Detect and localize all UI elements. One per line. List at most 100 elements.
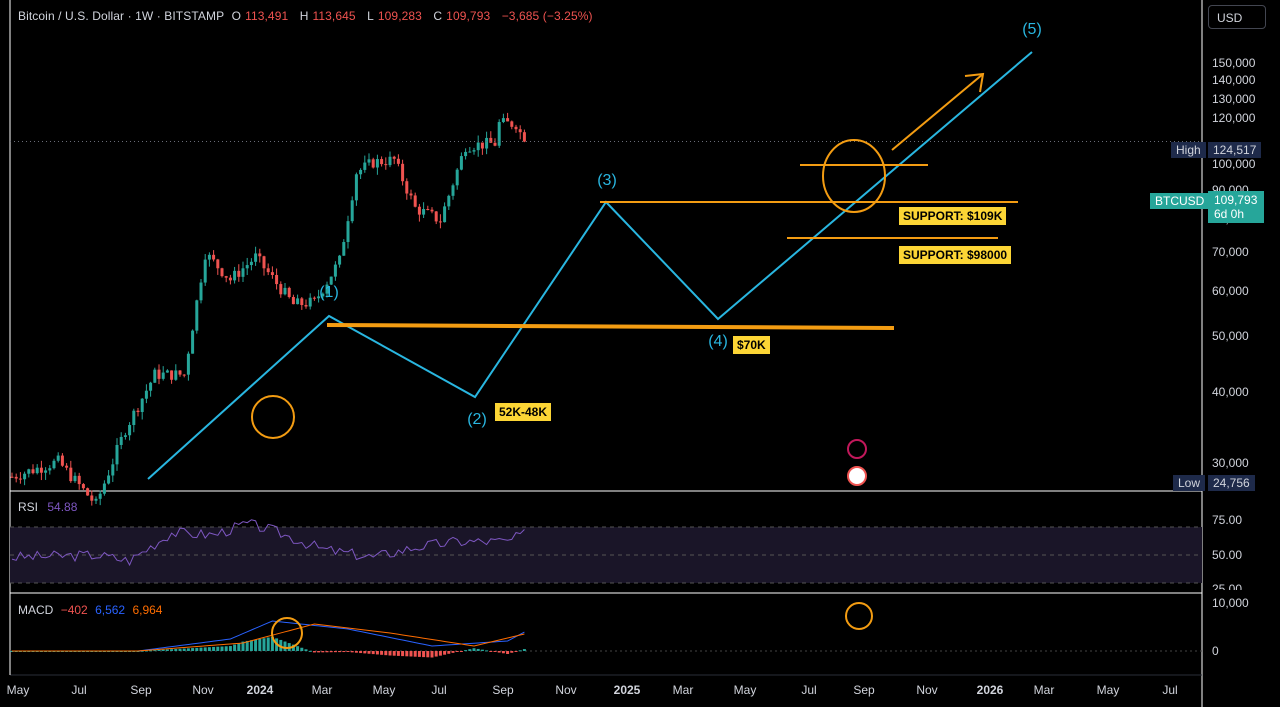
macd-histogram-bar <box>443 651 447 655</box>
macd-signal-line <box>12 623 525 652</box>
candle-body <box>27 469 31 474</box>
candle-body <box>14 476 18 479</box>
macd-histogram-bar <box>363 651 367 654</box>
candle-body <box>384 164 388 166</box>
macd-value: 6,562 <box>95 603 126 617</box>
macd-histogram-bar <box>434 651 438 657</box>
price-tick: 120,000 <box>1212 111 1256 126</box>
candle-body <box>283 287 287 295</box>
macd-histogram-bar <box>501 651 505 654</box>
candle-body <box>413 195 417 207</box>
wave-4-label: (4) <box>708 333 728 350</box>
candle-body <box>329 276 333 285</box>
candle-body <box>417 206 421 215</box>
candle-body <box>371 159 375 168</box>
macd-histogram-bar <box>178 648 182 651</box>
candle-body <box>73 475 77 482</box>
macd-legend: MACD −402 6,562 6,964 <box>18 603 162 617</box>
macd-histogram-bar <box>350 651 354 653</box>
candle-body <box>132 410 136 426</box>
macd-histogram-bar <box>522 649 526 651</box>
macd-histogram-bar <box>220 646 224 651</box>
candle-body <box>107 475 111 484</box>
candle-body <box>338 255 342 265</box>
candle-body <box>123 435 127 437</box>
macd-histogram-bar <box>346 651 350 652</box>
rsi-legend: RSI 54.88 <box>18 500 77 514</box>
candle-body <box>506 118 510 122</box>
candle-body <box>291 297 295 305</box>
macd-histogram-bar <box>140 650 144 652</box>
macd-histogram-bar <box>283 641 287 651</box>
macd-histogram-bar <box>308 650 312 652</box>
candle-body <box>401 163 405 182</box>
candle-body <box>136 410 140 413</box>
projection-arrow-shaft <box>891 73 984 151</box>
candle-body <box>195 300 199 331</box>
candle-body <box>203 259 207 283</box>
candle-body <box>380 159 384 165</box>
candle-body <box>254 253 258 262</box>
candle-body <box>90 495 94 501</box>
rsi-label: RSI <box>18 500 39 514</box>
candle-body <box>144 390 148 399</box>
support-line-70k <box>326 323 895 330</box>
candle-body <box>241 268 245 277</box>
macd-histogram-bar <box>354 651 358 653</box>
currency-button[interactable]: USD <box>1208 5 1266 29</box>
candle-body <box>216 259 220 269</box>
candle-body <box>161 372 165 379</box>
candle-body <box>480 142 484 149</box>
candle-body <box>111 464 115 476</box>
macd-histogram-bar <box>237 643 241 651</box>
candle-body <box>220 268 224 277</box>
support-109k-label: SUPPORT: $109K <box>899 207 1007 225</box>
macd-histogram-bar <box>254 639 258 651</box>
candle-body <box>153 369 157 383</box>
candle-body <box>128 425 132 436</box>
candle-body <box>455 169 459 186</box>
candle-body <box>56 455 60 461</box>
macd-histogram-bar <box>438 651 442 656</box>
rsi-value: 54.88 <box>47 500 78 514</box>
time-tick: Nov <box>916 683 938 697</box>
candle-body <box>325 284 329 294</box>
price-tick: 30,000 <box>1212 456 1249 470</box>
time-tick: Jul <box>71 683 87 697</box>
time-tick: May <box>6 683 30 697</box>
high-label: H <box>299 9 309 23</box>
macd-histogram-bar <box>216 646 220 651</box>
macd-histogram-bar <box>447 651 451 654</box>
candle-body <box>18 478 22 480</box>
time-tick: May <box>372 683 396 697</box>
projection-arrow-head <box>964 72 985 93</box>
elliott-wave-path <box>147 51 1033 480</box>
candle-body <box>375 159 379 168</box>
macd-histogram-bar <box>459 651 463 652</box>
candle-body <box>317 296 321 299</box>
high-tag-label: High <box>1171 142 1206 158</box>
macd-histogram-bar <box>371 651 375 655</box>
candle-body <box>459 156 463 170</box>
candle-body <box>321 293 325 297</box>
macd-histogram-bar <box>212 646 216 651</box>
open-value: 113,491 <box>245 9 289 23</box>
candle-body <box>98 493 102 499</box>
candle-body <box>359 169 363 175</box>
macd-histogram-bar <box>157 649 161 651</box>
candle-body <box>493 142 497 146</box>
macd-histogram-bar <box>279 639 283 651</box>
macd-histogram-bar <box>375 651 379 655</box>
macd-histogram-bar <box>338 651 342 653</box>
candle-body <box>426 209 430 211</box>
macd-histogram-bar <box>329 651 333 653</box>
macd-histogram-bar <box>480 649 484 651</box>
candle-body <box>228 277 232 281</box>
close-label: C <box>433 9 443 23</box>
candle-body <box>224 276 228 278</box>
candle-body <box>178 370 182 375</box>
candle-body <box>363 162 367 170</box>
candle-body <box>392 156 396 159</box>
